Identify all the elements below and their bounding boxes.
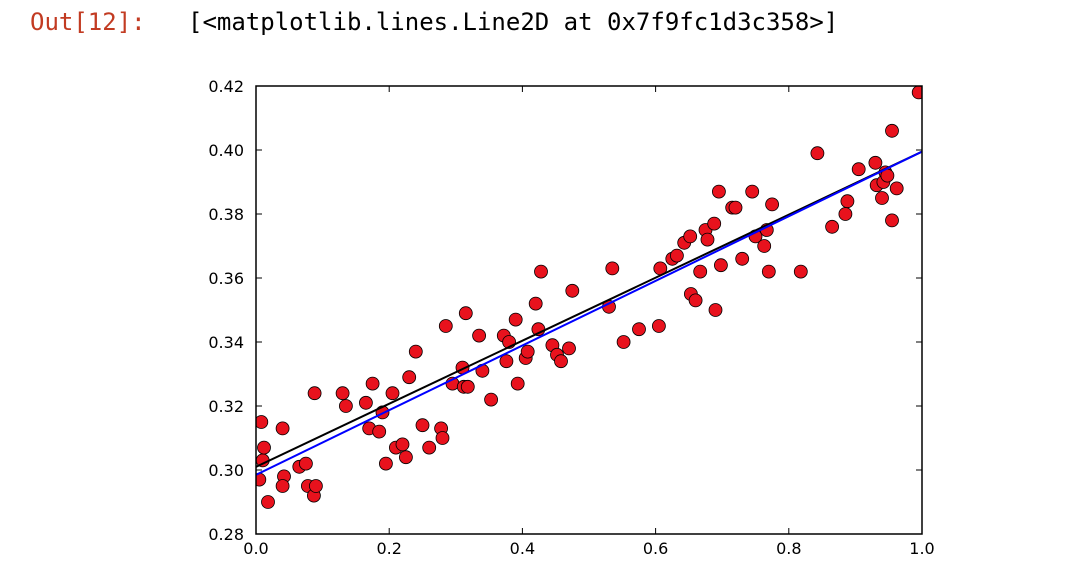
x-tick-label: 0.6 xyxy=(643,539,668,558)
data-point xyxy=(378,456,393,471)
data-point xyxy=(372,424,387,439)
data-point xyxy=(257,440,271,455)
data-point xyxy=(275,479,290,493)
data-point xyxy=(415,418,430,433)
data-point xyxy=(338,399,353,413)
data-point xyxy=(385,386,400,401)
data-point xyxy=(458,306,473,321)
data-point xyxy=(484,392,499,407)
data-point xyxy=(435,431,450,445)
data-point xyxy=(683,229,698,244)
data-point xyxy=(840,194,855,209)
data-point xyxy=(632,322,646,337)
data-point xyxy=(605,261,620,276)
data-point xyxy=(422,440,437,455)
data-point xyxy=(761,264,776,279)
y-tick-label: 0.42 xyxy=(208,77,244,96)
x-tick-label: 0.0 xyxy=(243,539,268,558)
data-point xyxy=(408,344,423,359)
data-point xyxy=(911,86,922,100)
data-point xyxy=(358,395,373,410)
data-point xyxy=(735,251,750,266)
data-point xyxy=(707,216,722,231)
data-point xyxy=(256,415,269,429)
data-point xyxy=(793,264,808,279)
data-point xyxy=(708,303,723,317)
data-point xyxy=(308,479,323,493)
fit-line-black xyxy=(256,150,922,468)
data-point xyxy=(438,319,453,333)
y-tick-label: 0.30 xyxy=(208,461,244,480)
data-point xyxy=(534,264,548,279)
data-point xyxy=(838,207,853,221)
x-tick-label: 1.0 xyxy=(909,539,934,558)
data-point xyxy=(460,379,475,394)
output-text: [<matplotlib.lines.Line2D at 0x7f9fc1d3c… xyxy=(188,8,839,36)
data-point xyxy=(616,335,631,349)
data-point xyxy=(275,421,290,436)
x-tick-label: 0.2 xyxy=(376,539,401,558)
data-point xyxy=(256,472,267,487)
plot-area xyxy=(256,86,922,509)
data-point xyxy=(712,184,726,199)
data-point xyxy=(851,162,866,177)
y-tick-label: 0.36 xyxy=(208,269,244,288)
data-point xyxy=(714,258,728,273)
data-point xyxy=(765,197,779,212)
data-point xyxy=(510,376,525,391)
y-tick-label: 0.32 xyxy=(208,397,244,416)
data-point xyxy=(868,155,883,170)
data-point xyxy=(728,200,743,215)
data-point xyxy=(395,437,410,452)
y-tick-label: 0.28 xyxy=(208,525,244,544)
data-point xyxy=(757,239,772,253)
data-point xyxy=(885,213,899,228)
y-tick-label: 0.38 xyxy=(208,205,244,224)
data-point xyxy=(700,232,715,247)
data-point xyxy=(693,264,708,279)
data-point xyxy=(298,456,313,471)
data-point xyxy=(825,219,839,234)
x-tick-label: 0.8 xyxy=(776,539,801,558)
y-tick-label: 0.40 xyxy=(208,141,244,160)
data-point xyxy=(875,191,889,205)
data-point xyxy=(261,495,275,509)
data-point xyxy=(499,354,514,369)
data-point xyxy=(670,248,684,263)
data-point xyxy=(554,354,568,369)
data-point xyxy=(688,293,703,308)
data-point xyxy=(520,344,535,359)
data-point xyxy=(365,376,380,391)
data-point xyxy=(810,146,825,161)
data-point xyxy=(528,296,543,311)
y-tick-label: 0.34 xyxy=(208,333,244,352)
output-prompt: Out[12]: xyxy=(30,8,146,36)
data-point xyxy=(307,386,322,401)
axes: 0.0 0.2 0.4 0.6 0.8 1.0 0.28 0.30 0.32 0.34 0.36 0.… xyxy=(208,77,934,558)
data-point xyxy=(885,123,899,138)
data-point xyxy=(398,450,413,465)
x-tick-label: 0.4 xyxy=(510,539,535,558)
fit-line-blue xyxy=(256,150,922,476)
data-point xyxy=(508,312,523,327)
data-point xyxy=(472,328,487,343)
data-point xyxy=(565,283,580,298)
data-point xyxy=(402,370,417,385)
data-point xyxy=(745,184,760,199)
data-point xyxy=(889,181,904,196)
axes-frame xyxy=(255,85,923,535)
data-point xyxy=(652,319,666,333)
data-point xyxy=(335,386,350,401)
data-point xyxy=(562,341,576,356)
